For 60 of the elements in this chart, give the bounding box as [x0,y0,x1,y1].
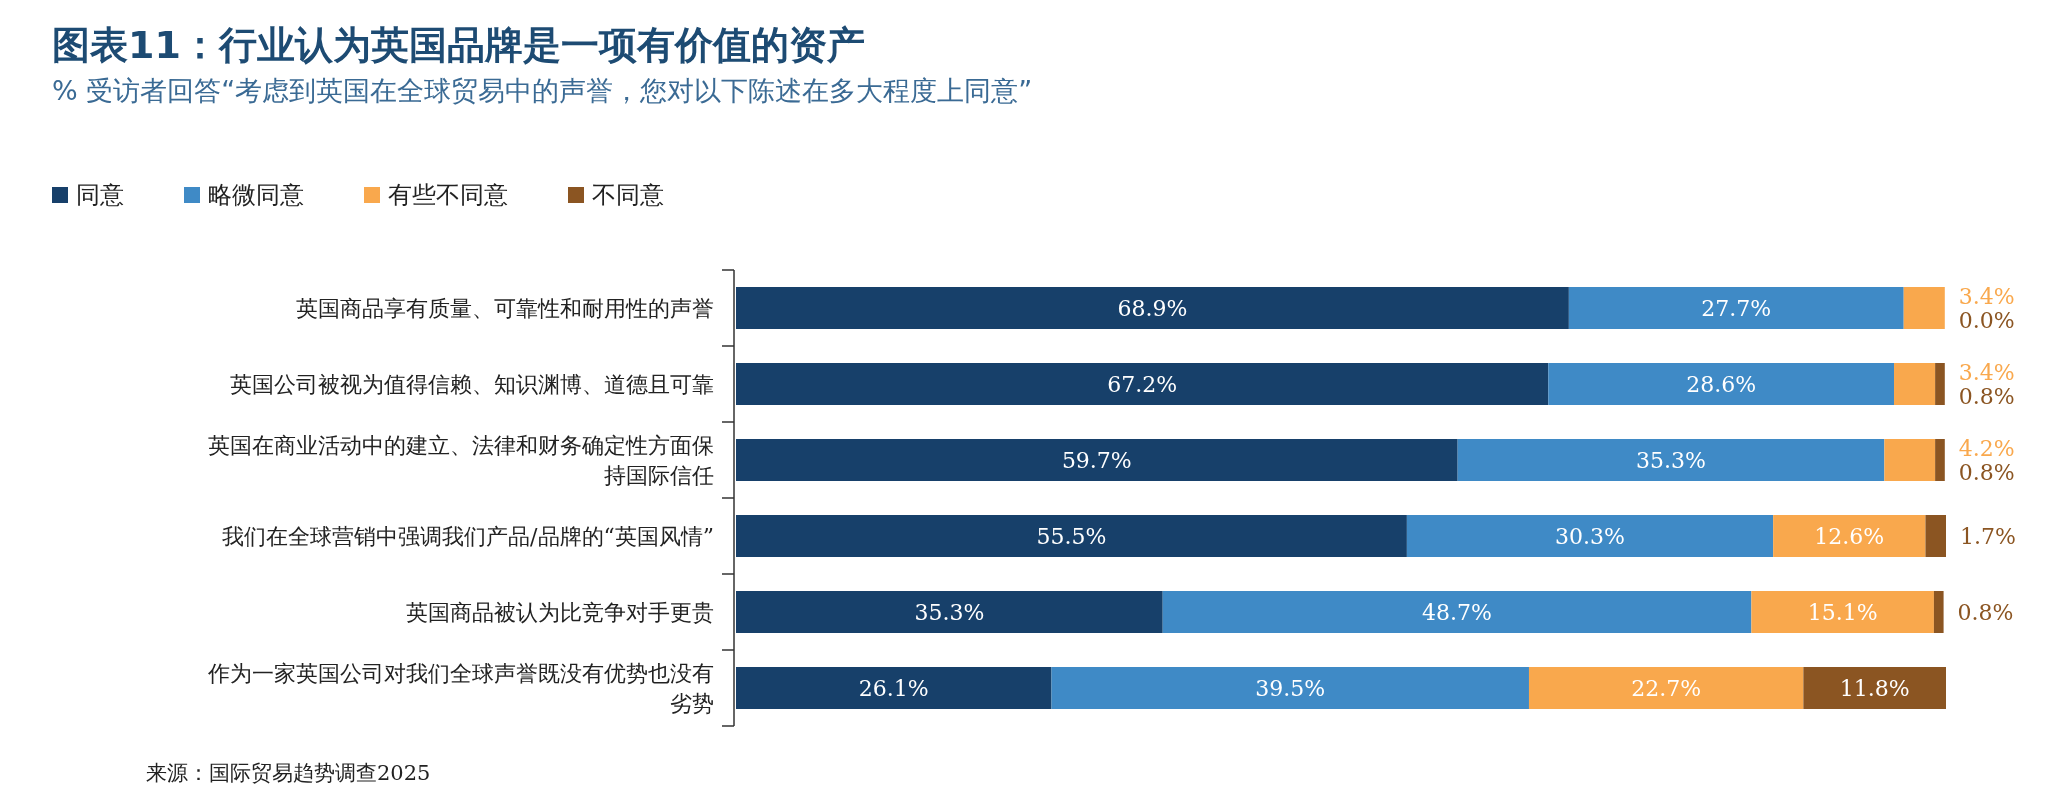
data-label: 12.6% [1814,524,1885,549]
bar [1751,591,1934,633]
bar [1903,287,1945,329]
bar [1925,515,1946,557]
bar [1568,287,1904,329]
legend-label: 同意 [76,181,124,209]
legend-label: 略微同意 [208,181,304,209]
bar [1884,439,1936,481]
y-tick-label: 我们在全球营销中强调我们产品/品牌的“英国风情” [222,524,714,549]
y-tick-label: 英国商品享有质量、可靠性和耐用性的声誉 [296,296,714,321]
bar [1406,515,1774,557]
bar [1528,667,1804,709]
data-label: 27.7% [1701,296,1772,321]
bar [1935,439,1945,481]
y-tick-label: 英国公司被视为值得信赖、知识渊博、道德且可靠 [230,372,714,397]
y-tick-label: 英国在商业活动中的建立、法律和财务确定性方面保持国际信任 [208,433,714,488]
legend-label: 有些不同意 [388,181,508,209]
data-label: 3.4% [1958,284,2015,309]
bar [1894,363,1936,405]
bar [736,363,1549,405]
data-label: 0.0% [1958,308,2015,333]
data-label: 0.8% [1958,384,2015,409]
data-label: 28.6% [1686,372,1757,397]
data-label: 35.3% [1636,448,1706,473]
data-label: 30.3% [1555,524,1625,549]
bar [1162,591,1752,633]
bar [1457,439,1885,481]
data-label: 35.3% [914,600,985,625]
bar [736,287,1569,329]
bar [1051,667,1529,709]
source-note: 来源：国际贸易趋势调查2025 [146,761,431,785]
data-label: 67.2% [1107,372,1178,397]
data-label: 55.5% [1036,524,1107,549]
data-label: 11.8% [1839,676,1910,701]
data-label: 0.8% [1958,460,2015,485]
data-label: 15.1% [1807,600,1878,625]
data-label: 26.1% [858,676,929,701]
data-label: 68.9% [1117,296,1188,321]
bar [736,667,1052,709]
legend-label: 不同意 [592,181,664,209]
bar [1933,591,1944,633]
bar [736,591,1163,633]
bar [1548,363,1895,405]
bar [1803,667,1946,709]
data-label: 3.4% [1958,360,2015,385]
data-label: 22.7% [1631,676,1702,701]
data-label: 59.7% [1061,448,1132,473]
data-label: 39.5% [1255,676,1326,701]
y-tick-label: 作为一家英国公司对我们全球声誉既没有优势也没有劣势 [207,661,714,716]
chart-subtitle: % 受访者回答“考虑到英国在全球贸易中的声誉，您对以下陈述在多大程度上同意” [52,75,1033,106]
data-label: 0.8% [1957,600,2014,625]
bar [1935,363,1945,405]
bar [736,439,1458,481]
y-tick-label: 英国商品被认为比竞争对手更贵 [406,600,714,625]
bar [736,515,1407,557]
bar [1773,515,1926,557]
data-label: 4.2% [1958,436,2015,461]
data-label: 48.7% [1422,600,1492,625]
data-label: 1.7% [1960,524,2016,549]
chart-title: 图表11：行业认为英国品牌是一项有价值的资产 [52,23,865,67]
